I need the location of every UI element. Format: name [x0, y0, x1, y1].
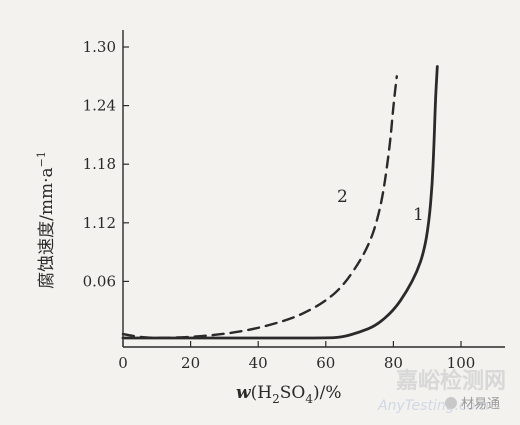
series-line-1 — [121, 65, 439, 340]
x-axis-ticks: 0 20 40 60 80 100 — [118, 341, 475, 372]
watermark-badge: 材易通 — [445, 397, 500, 412]
x-tick-label: 60 — [316, 354, 335, 372]
x-tick-label: 80 — [384, 354, 403, 372]
x-tick-label: 0 — [118, 354, 128, 372]
y-tick-label: 0.06 — [83, 272, 116, 290]
x-tick-label: 100 — [447, 354, 476, 372]
y-tick-label: 1.24 — [83, 97, 116, 115]
y-axis-ticks: 0.06 1.12 1.18 1.24 1.30 — [83, 38, 129, 290]
series-line-2 — [121, 75, 398, 339]
x-axis-label: w(H2SO4)/% — [236, 383, 342, 406]
watermark-main: 嘉峪检测网 — [396, 368, 506, 394]
y-axis-label: 腐蚀速度/mm·a−1 — [35, 151, 57, 289]
x-tick-label: 20 — [181, 354, 200, 372]
y-tick-label: 1.30 — [83, 38, 116, 56]
x-tick-label: 40 — [249, 354, 268, 372]
watermark-sub: AnyTesting.com — [377, 398, 489, 414]
watermark-badge-icon — [445, 397, 457, 409]
series-label-2: 2 — [337, 187, 348, 207]
svg-text:材易通: 材易通 — [461, 397, 500, 412]
series-layer — [121, 65, 439, 340]
y-tick-label: 1.18 — [83, 155, 116, 173]
svg-text:腐蚀速度/mm·a−1: 腐蚀速度/mm·a−1 — [35, 151, 57, 289]
y-tick-label: 1.12 — [83, 214, 116, 232]
series-label-1: 1 — [413, 205, 424, 225]
